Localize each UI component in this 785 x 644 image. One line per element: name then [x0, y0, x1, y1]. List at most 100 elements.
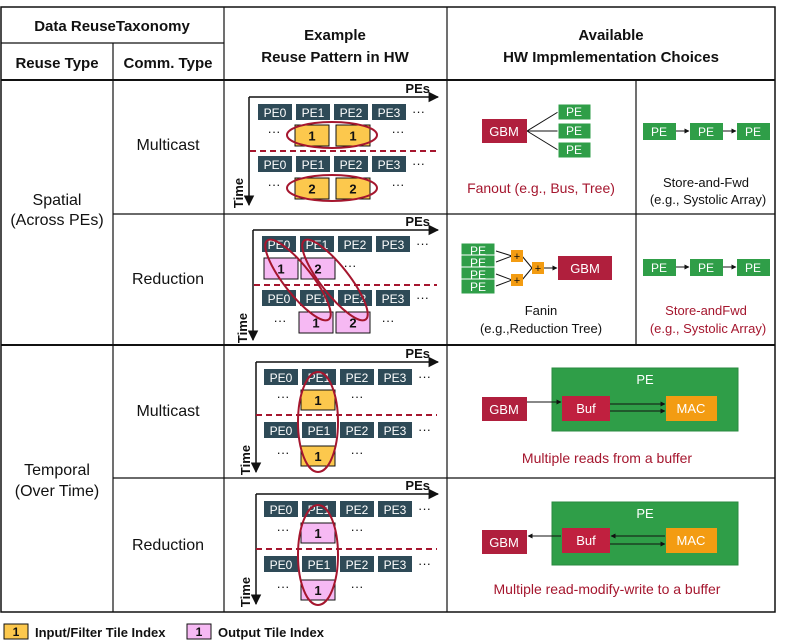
fanin-pe-label: PE	[470, 256, 486, 270]
fanout-caption: Fanout (e.g., Bus, Tree)	[467, 180, 615, 196]
legend-input-key: 1	[13, 625, 20, 639]
impl-store-fwd-reduction: PE PE PE Store-andFwd (e.g., Systolic Ar…	[643, 259, 770, 336]
pe-cell-label: PE3	[382, 292, 405, 306]
pe-cell	[340, 556, 374, 572]
pe-cell-label: PE1	[308, 424, 331, 438]
pe-cell	[338, 290, 372, 306]
gbm-box	[482, 397, 527, 421]
comm-spatial-multicast: Multicast	[136, 137, 200, 154]
pe-cell	[264, 369, 298, 385]
tile-index	[300, 389, 336, 411]
storefwd-caption-line2: (e.g., Systolic Array)	[650, 192, 766, 207]
systolic-pe-label: PE	[698, 125, 714, 139]
legend-input-swatch	[3, 623, 29, 640]
systolic-pe-label: PE	[745, 125, 761, 139]
temporal-label-line2: (Over Time)	[15, 483, 99, 500]
adder-nodes: + + +	[511, 250, 544, 287]
pe-cell	[340, 369, 374, 385]
header-choices-line1: Available	[578, 27, 643, 44]
systolic-pe-label: PE	[651, 261, 667, 275]
comm-temporal-multicast: Multicast	[136, 403, 200, 420]
ellipsis: ···	[277, 522, 290, 537]
tile-index	[300, 579, 336, 601]
pe-row-ellipsis: ···	[418, 556, 431, 571]
pe-cell	[376, 290, 410, 306]
pe-cell	[264, 501, 298, 517]
pe-cell-label: PE2	[346, 503, 369, 517]
header-comm-type: Comm. Type	[124, 55, 213, 72]
pe-container-label: PE	[636, 506, 654, 521]
ellipsis: ···	[351, 389, 364, 404]
gbm-label: GBM	[489, 124, 519, 139]
mac-box	[666, 528, 717, 553]
pes-axis-label: PEs	[405, 81, 430, 96]
mac-label: MAC	[677, 533, 706, 548]
mac-box	[666, 396, 717, 421]
gbm-box	[482, 530, 527, 554]
pe-cell	[372, 156, 406, 172]
ellipsis: ···	[277, 389, 290, 404]
pe-cell	[378, 369, 412, 385]
pe-cell	[262, 290, 296, 306]
tile-index	[300, 445, 336, 467]
fanout-pe-label: PE	[566, 124, 582, 138]
buf-label: Buf	[576, 533, 596, 548]
storefwd-red-caption-line2: (e.g., Systolic Array)	[650, 321, 766, 336]
reuse-ellipse	[297, 504, 339, 606]
fanout-pe-label: PE	[566, 105, 582, 119]
gbm-label: GBM	[489, 535, 519, 550]
impl-temporal-reduction: PE GBM Buf MAC Multiple read-modify-writ…	[482, 501, 739, 597]
pe-cell	[302, 501, 336, 517]
fanin-pe-stack: PE PE PE PE	[460, 242, 496, 295]
buf-label: Buf	[576, 401, 596, 416]
tile-index	[298, 311, 334, 334]
temporal-reduction-caption: Multiple read-modify-write to a buffer	[494, 581, 721, 597]
time-axis-label: Time	[238, 577, 253, 607]
systolic-pe-label: PE	[651, 125, 667, 139]
spatial-label-line1: Spatial	[33, 192, 82, 209]
fanin-pe-label: PE	[470, 268, 486, 282]
pe-cell-label: PE2	[344, 238, 367, 252]
tile-index	[300, 522, 336, 544]
pe-container-label: PE	[636, 372, 654, 387]
pe-cell	[338, 236, 372, 252]
mac-label: MAC	[677, 401, 706, 416]
pes-axis-label: PEs	[405, 214, 430, 229]
storefwd-red-caption-line1: Store-andFwd	[665, 303, 747, 318]
legend: 1 Input/Filter Tile Index 1 Output Tile …	[3, 623, 325, 640]
gbm-label: GBM	[570, 261, 600, 276]
comm-temporal-reduction: Reduction	[132, 537, 204, 554]
pe-cell	[296, 156, 330, 172]
pe-cell	[258, 156, 292, 172]
adder-plus: +	[514, 251, 520, 263]
pe-cell-label: PE0	[270, 424, 293, 438]
tile-index-label: 2	[349, 316, 356, 331]
pe-cell-label: PE2	[346, 371, 369, 385]
pe-cell-label: PE2	[346, 424, 369, 438]
pe-cell-label: PE3	[384, 558, 407, 572]
tile-index-label: 2	[314, 262, 321, 277]
ellipsis: ···	[277, 445, 290, 460]
ellipsis: ···	[351, 522, 364, 537]
pe-cell-label: PE1	[302, 158, 325, 172]
fanin-caption-line1: Fanin	[525, 303, 558, 318]
pe-cell-label: PE1	[306, 292, 329, 306]
impl-temporal-multicast: PE GBM Buf MAC Multiple reads from a buf…	[482, 367, 739, 466]
pe-cell	[334, 156, 368, 172]
pe-cell-label: PE0	[264, 106, 287, 120]
pe-cell-label: PE3	[384, 371, 407, 385]
pe-cell	[378, 556, 412, 572]
pe-cell-label: PE0	[264, 158, 287, 172]
table-header: Data ReuseTaxonomy Reuse Type Comm. Type…	[15, 18, 718, 72]
pe-row-ellipsis: ···	[412, 156, 425, 171]
systolic-pe-label: PE	[698, 261, 714, 275]
time-axis-label: Time	[238, 445, 253, 475]
pe-row-ellipsis: ···	[418, 422, 431, 437]
pe-row-ellipsis: ···	[418, 501, 431, 516]
tile-index-label: 1	[314, 583, 321, 598]
legend-output-key: 1	[196, 625, 203, 639]
pe-cell-label: PE3	[384, 503, 407, 517]
reuse-ellipse	[264, 238, 332, 322]
